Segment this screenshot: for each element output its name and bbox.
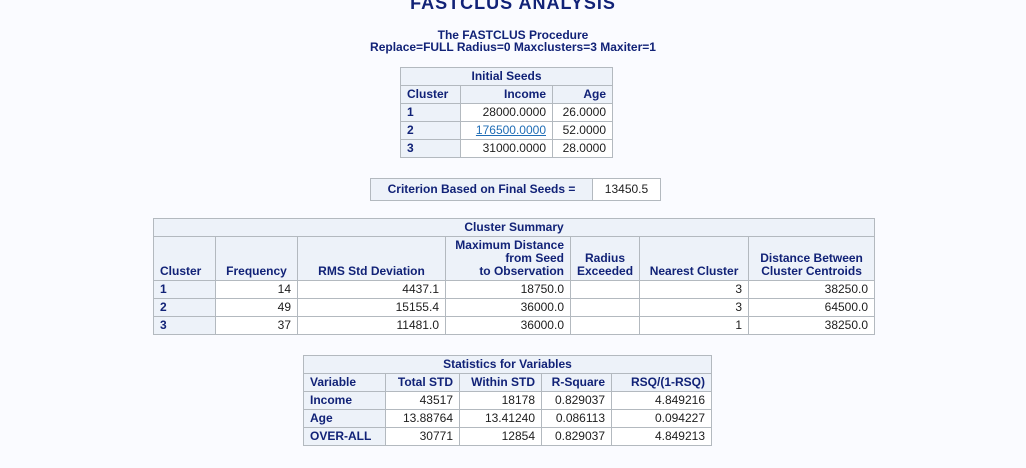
total-std-cell: 43517	[385, 391, 460, 410]
total-std-cell: 13.88764	[385, 409, 460, 428]
r-square-cell: 0.829037	[541, 391, 612, 410]
frequency-cell: 37	[215, 316, 298, 335]
seed-income-cell: 28000.0000	[460, 103, 553, 122]
within-std-cell: 13.41240	[459, 409, 542, 428]
column-header-total-std: Total STD	[385, 373, 460, 392]
statistics-caption: Statistics for Variables	[303, 355, 712, 374]
rms-std-cell: 4437.1	[297, 280, 446, 299]
frequency-cell: 49	[215, 298, 298, 317]
r-square-cell: 0.829037	[541, 427, 612, 446]
table-row: Age 13.88764 13.41240 0.086113 0.094227	[303, 409, 712, 428]
row-header-cluster-3: 3	[153, 316, 216, 335]
radius-exceeded-cell	[569, 298, 641, 317]
rsq-ratio-cell: 4.849216	[611, 391, 712, 410]
procedure-title: The FASTCLUS Procedure	[437, 28, 589, 42]
column-header-nearest-cluster: Nearest Cluster	[639, 236, 750, 281]
table-row: 3 31000.0000 28.0000	[400, 139, 613, 158]
within-std-cell: 18178	[459, 391, 542, 410]
seed-age-cell: 52.0000	[552, 121, 613, 140]
seed-age-cell: 28.0000	[552, 139, 613, 158]
row-header-age: Age	[303, 409, 386, 428]
r-square-cell: 0.086113	[541, 409, 612, 428]
column-header-max-distance: Maximum Distance from Seed to Observatio…	[445, 236, 571, 281]
row-header-cluster-3: 3	[400, 139, 461, 158]
rms-std-cell: 15155.4	[297, 298, 446, 317]
max-distance-cell: 18750.0	[445, 280, 571, 299]
row-header-cluster-1: 1	[153, 280, 216, 299]
criterion-value: 13450.5	[592, 178, 661, 201]
cluster-summary-caption: Cluster Summary	[152, 218, 876, 237]
seed-income-cell: 31000.0000	[460, 139, 553, 158]
seed-income-cell: 176500.0000	[460, 121, 553, 140]
table-row: 1 14 4437.1 18750.0 3 38250.0	[153, 280, 876, 299]
row-header-cluster-2: 2	[400, 121, 461, 140]
max-distance-cell: 36000.0	[445, 298, 571, 317]
statistics-header-row: Variable Total STD Within STD R-Square R…	[303, 373, 712, 392]
page-title: FASTCLUS ANALYSIS	[410, 0, 616, 13]
initial-seeds-table: Initial Seeds Cluster Income Age 1 28000…	[400, 67, 613, 158]
column-header-r-square: R-Square	[541, 373, 612, 392]
within-std-cell: 12854	[459, 427, 542, 446]
column-header-cluster: Cluster	[400, 85, 461, 104]
initial-seeds-caption: Initial Seeds	[400, 67, 613, 86]
rms-std-cell: 11481.0	[297, 316, 446, 335]
column-header-rms-std-deviation: RMS Std Deviation	[297, 236, 446, 281]
column-header-variable: Variable	[303, 373, 386, 392]
table-row: 2 176500.0000 52.0000	[400, 121, 613, 140]
table-row: 3 37 11481.0 36000.0 1 38250.0	[153, 316, 876, 335]
total-std-cell: 30771	[385, 427, 460, 446]
column-header-distance-between-centroids: Distance Between Cluster Centroids	[748, 236, 876, 281]
seed-income-link[interactable]: 176500.0000	[475, 123, 546, 137]
frequency-cell: 14	[215, 280, 298, 299]
criterion-table: Criterion Based on Final Seeds = 13450.5	[370, 178, 661, 201]
criterion-label: Criterion Based on Final Seeds =	[370, 178, 593, 201]
radius-exceeded-cell	[569, 280, 641, 299]
nearest-cluster-cell: 3	[639, 298, 750, 317]
rsq-ratio-cell: 0.094227	[611, 409, 712, 428]
nearest-cluster-cell: 3	[639, 280, 750, 299]
radius-exceeded-cell	[569, 316, 641, 335]
column-header-radius-exceeded: Radius Exceeded	[569, 236, 641, 281]
centroid-distance-cell: 38250.0	[748, 280, 876, 299]
centroid-distance-cell: 38250.0	[748, 316, 876, 335]
table-row: Income 43517 18178 0.829037 4.849216	[303, 391, 712, 410]
max-distance-cell: 36000.0	[445, 316, 571, 335]
row-header-over-all: OVER-ALL	[303, 427, 386, 446]
column-header-cluster: Cluster	[153, 236, 216, 281]
column-header-age: Age	[552, 85, 613, 104]
column-header-income: Income	[460, 85, 553, 104]
table-row: 2 49 15155.4 36000.0 3 64500.0	[153, 298, 876, 317]
initial-seeds-header-row: Cluster Income Age	[400, 85, 613, 104]
rsq-ratio-cell: 4.849213	[611, 427, 712, 446]
statistics-for-variables-table: Statistics for Variables Variable Total …	[303, 355, 712, 446]
procedure-options-line: Replace=FULL Radius=0 Maxclusters=3 Maxi…	[370, 40, 656, 54]
cluster-summary-table: Cluster Summary Cluster Frequency RMS St…	[152, 218, 876, 335]
table-row: Criterion Based on Final Seeds = 13450.5	[370, 178, 661, 201]
column-header-frequency: Frequency	[215, 236, 298, 281]
column-header-within-std: Within STD	[459, 373, 542, 392]
nearest-cluster-cell: 1	[639, 316, 750, 335]
column-header-rsq-ratio: RSQ/(1-RSQ)	[611, 373, 712, 392]
centroid-distance-cell: 64500.0	[748, 298, 876, 317]
table-row: 1 28000.0000 26.0000	[400, 103, 613, 122]
seed-age-cell: 26.0000	[552, 103, 613, 122]
cluster-summary-header-row: Cluster Frequency RMS Std Deviation Maxi…	[153, 236, 876, 281]
row-header-cluster-2: 2	[153, 298, 216, 317]
row-header-income: Income	[303, 391, 386, 410]
row-header-cluster-1: 1	[400, 103, 461, 122]
table-row: OVER-ALL 30771 12854 0.829037 4.849213	[303, 427, 712, 446]
